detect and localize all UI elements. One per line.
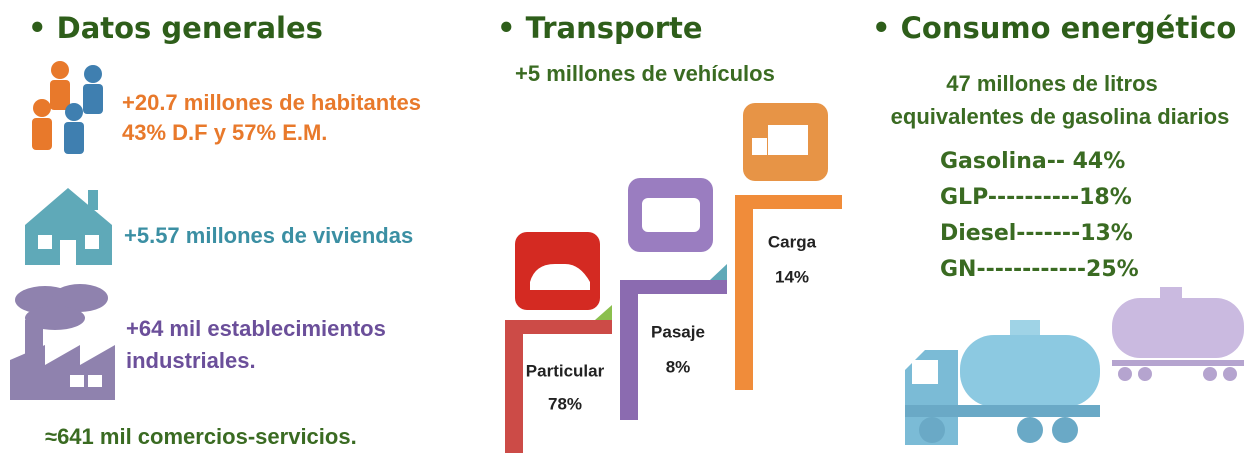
industry-text: industriales. <box>126 348 256 373</box>
step-share: 8% <box>666 357 691 376</box>
tank-wagon-icon <box>1112 287 1244 381</box>
summary-text: equivalentes de gasolina diarios <box>891 104 1230 129</box>
population-split-text: 43% D.F y 57% E.M. <box>122 120 327 145</box>
house-icon <box>25 188 112 265</box>
step-label: Pasaje <box>651 322 705 341</box>
population-text: +20.7 millones de habitantes <box>122 90 421 115</box>
step-share: 78% <box>548 394 582 413</box>
section-title: • Transporte <box>497 11 703 45</box>
step-label: Carga <box>768 232 817 251</box>
fuel-line: Diesel-------13% <box>940 221 1133 246</box>
people-icon <box>32 61 103 154</box>
page: • Datos generales +20.7 millones de habi… <box>0 0 1253 453</box>
tanker-truck-icon <box>905 320 1100 445</box>
infographic: • Datos generales +20.7 millones de habi… <box>0 0 1253 453</box>
factory-icon <box>10 284 115 400</box>
step-share: 14% <box>775 267 809 286</box>
industry-text: +64 mil establecimientos <box>126 316 386 341</box>
fuel-line: Gasolina-- 44% <box>940 149 1125 174</box>
vehicles-text: +5 millones de vehículos <box>515 61 775 86</box>
commerce-text: ≈641 mil comercios-servicios. <box>45 424 357 449</box>
fuel-line: GLP----------18% <box>940 185 1132 210</box>
housing-text: +5.57 millones de viviendas <box>124 223 413 248</box>
summary-text: 47 millones de litros <box>946 71 1158 96</box>
fuel-line: GN------------25% <box>940 257 1139 282</box>
step-label: Particular <box>526 361 605 380</box>
section-title: • Consumo energético <box>872 11 1236 45</box>
section-title: • Datos generales <box>28 11 323 45</box>
